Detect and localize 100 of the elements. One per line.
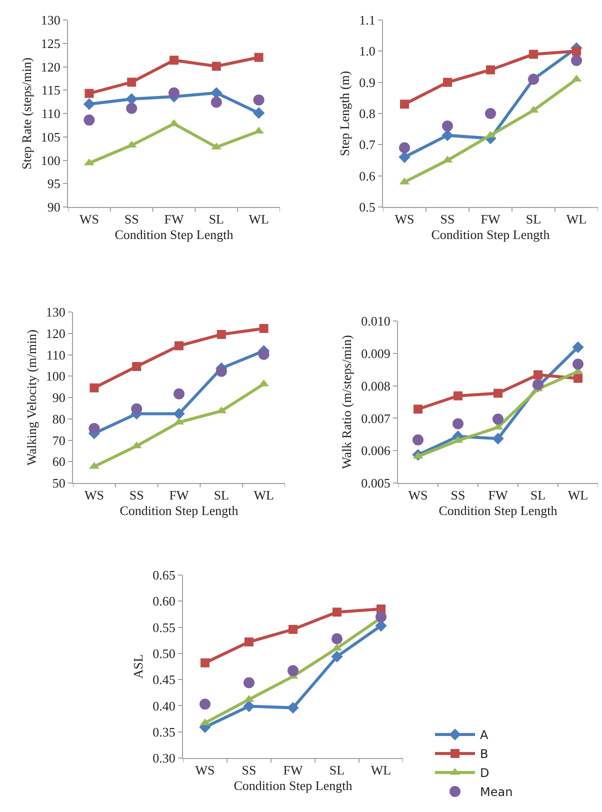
point	[288, 665, 298, 676]
x-tick-label: WS	[394, 212, 414, 227]
point	[132, 362, 142, 372]
point	[454, 391, 462, 400]
point	[131, 403, 142, 414]
x-tick-label: WS	[79, 212, 99, 227]
x-tick-label: WL	[568, 488, 588, 503]
x-tick-label: FW	[488, 488, 508, 503]
point	[174, 341, 184, 350]
x-tick-label: SL	[208, 212, 224, 227]
point	[244, 637, 254, 646]
point	[288, 624, 298, 634]
point	[216, 366, 227, 377]
point	[252, 107, 265, 119]
x-tick-label: WS	[195, 762, 215, 778]
point	[492, 432, 504, 444]
y-tick-label: 110	[41, 106, 60, 122]
point	[243, 700, 255, 712]
point	[529, 50, 538, 59]
x-tick-label: FW	[169, 488, 190, 503]
point	[258, 348, 270, 360]
x-axis-title: Condition Step Length	[114, 227, 234, 242]
point	[287, 702, 299, 714]
point	[572, 358, 584, 370]
point	[532, 379, 544, 390]
legend-label: Mean	[480, 785, 513, 800]
y-axis-title: Walking Velocity (m/min)	[24, 330, 39, 466]
y-tick-label: 0.50	[152, 646, 176, 661]
point	[534, 370, 542, 380]
y-axis-title: ASL	[130, 654, 146, 679]
point	[571, 55, 582, 66]
x-tick-label: WL	[254, 488, 274, 503]
point	[127, 78, 136, 87]
x-tick-label: WL	[370, 762, 392, 778]
y-axis-title: Walk Ratio (m/steps/min)	[339, 335, 354, 469]
y-tick-label: 105	[40, 129, 60, 144]
y-tick-label: 60	[52, 454, 66, 470]
y-tick-label: 0.40	[152, 698, 176, 714]
point	[399, 142, 410, 154]
y-axis-title: Step Length (m)	[337, 70, 352, 156]
point	[442, 120, 453, 132]
point	[572, 46, 581, 56]
y-tick-label: 125	[40, 36, 60, 51]
y-tick-label: 50	[52, 476, 66, 491]
y-tick-label: 0.45	[152, 672, 176, 688]
point	[494, 388, 502, 398]
point	[88, 422, 100, 434]
y-tick-label: 0.7	[359, 137, 376, 152]
x-tick-label: SL	[526, 212, 542, 227]
y-tick-label: 0.6	[359, 168, 376, 184]
point	[332, 633, 342, 644]
x-tick-label: SL	[214, 488, 230, 503]
y-tick-label: 0.60	[152, 594, 176, 609]
point	[173, 408, 185, 420]
x-tick-label: SL	[329, 762, 345, 778]
x-tick-label: SS	[124, 212, 139, 227]
point	[216, 330, 226, 339]
y-tick-label: 130	[46, 304, 66, 320]
x-axis-title: Condition Step Length	[431, 227, 550, 242]
point	[200, 698, 210, 710]
y-tick-label: 130	[40, 12, 60, 28]
y-tick-label: 0.8	[359, 106, 376, 122]
x-tick-label: FW	[164, 212, 184, 227]
y-tick-label: 95	[47, 176, 60, 192]
point	[574, 374, 582, 383]
y-tick-label: 0.009	[361, 346, 390, 361]
x-tick-label: SS	[450, 488, 466, 503]
point	[83, 98, 96, 110]
y-tick-label: 0.30	[152, 750, 176, 766]
y-tick-label: 90	[47, 200, 60, 215]
x-axis-title: Condition Step Length	[234, 778, 353, 794]
y-tick-label: 0.007	[361, 410, 391, 426]
y-tick-label: 0.35	[152, 724, 176, 740]
point	[200, 658, 210, 668]
point	[126, 102, 138, 114]
x-axis-title: Condition Step Length	[120, 503, 239, 518]
y-tick-label: 115	[41, 82, 60, 98]
point	[90, 383, 99, 392]
y-tick-label: 0.006	[361, 443, 391, 458]
y-tick-label: 0.005	[361, 476, 390, 491]
point	[253, 94, 264, 106]
y-tick-label: 70	[52, 432, 66, 448]
y-axis-title: Step Rate (steps/min)	[18, 58, 34, 170]
y-tick-label: 80	[52, 411, 66, 426]
y-tick-label: 1.1	[359, 12, 376, 28]
point	[452, 418, 464, 430]
x-tick-label: WS	[84, 488, 104, 503]
y-tick-label: 100	[46, 368, 66, 384]
point	[485, 108, 496, 119]
x-tick-label: FW	[283, 762, 304, 778]
point	[254, 52, 264, 62]
y-tick-label: 1.0	[359, 44, 376, 59]
legend-label: D	[480, 766, 490, 780]
y-tick-label: 110	[46, 347, 66, 362]
legend-label: A	[480, 728, 489, 742]
y-tick-label: 120	[46, 326, 66, 341]
point	[332, 608, 342, 617]
x-tick-label: FW	[480, 212, 501, 227]
point	[170, 56, 178, 65]
point	[210, 96, 222, 108]
